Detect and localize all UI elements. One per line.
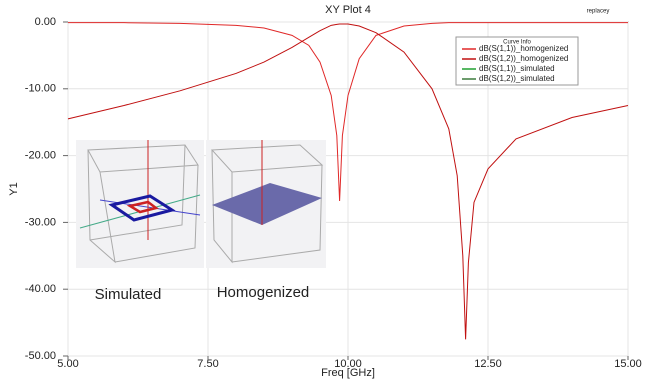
y-tick-label: -40.00 [25,283,56,295]
inset-label: Simulated [95,286,162,303]
legend-label: dB(S(1,1))_simulated [479,64,555,73]
y-tick-label: -30.00 [25,216,56,228]
corner-label: replacey [587,9,610,15]
chart: XY Plot 4 replacey Freq [GHz] Y1 Simulat… [0,0,646,381]
inset-label: Homogenized [217,284,310,301]
y-axis-label: Y1 [8,182,20,195]
legend-label: dB(S(1,2))_simulated [479,74,555,83]
chart-title: XY Plot 4 [325,4,371,16]
legend-label: dB(S(1,1))_homogenized [479,44,568,53]
y-tick-label: -10.00 [25,83,56,95]
y-tick-label: -50.00 [25,350,56,362]
y-tick-label: -20.00 [25,150,56,162]
y-tick-label: 0.00 [35,16,56,28]
legend-label: dB(S(1,2))_homogenized [479,54,568,63]
